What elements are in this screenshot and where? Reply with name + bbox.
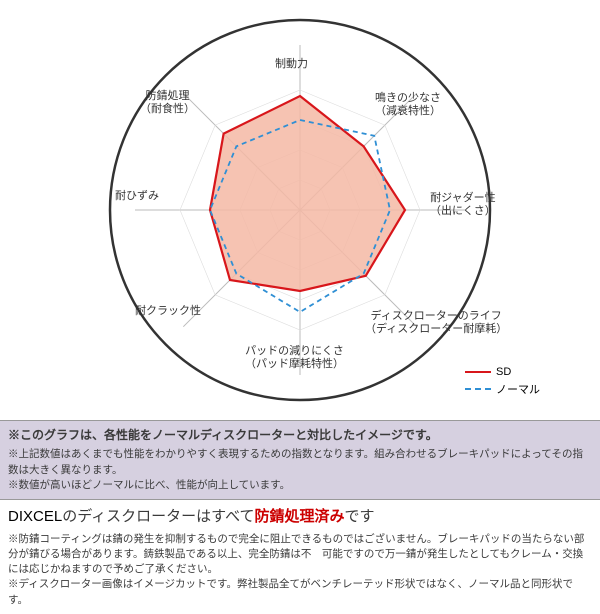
radar-chart-area: 制動力鳴きの少なさ（減衰特性） 耐ジャダー性（出にくさ） ディスクローターのライフ（… — [0, 0, 600, 420]
axis-label: ディスクローターのライフ（ディスクローター耐摩耗） — [365, 310, 507, 336]
note2-line-1: ※防錆コーティングは錆の発生を抑制するもので完全に阻止できるものではございません… — [8, 532, 592, 578]
note2-line-2: ※ディスクローター画像はイメージカットです。弊社製品全てがベンチレーテッド形状で… — [8, 577, 592, 607]
axis-label: 鳴きの少なさ（減衰特性） — [375, 92, 441, 118]
note2-headline: DIXCELのディスクローターはすべて防錆処理済みです — [8, 506, 592, 528]
note1-line-1: ※上記数値はあくまでも性能をわかりやすく表現するための指数となります。組み合わせ… — [8, 447, 592, 477]
axis-label: 耐クラック性 — [135, 305, 201, 318]
legend-swatch — [465, 371, 491, 373]
highlight-text: 防錆処理済み — [255, 508, 345, 525]
legend: SD ノーマル — [465, 366, 540, 400]
axis-label: 耐ひずみ — [115, 190, 159, 203]
legend-label: ノーマル — [496, 381, 540, 397]
legend-item: ノーマル — [465, 381, 540, 397]
axis-label: 制動力 — [275, 58, 308, 71]
note1-line-2: ※数値が高いほどノーマルに比べ、性能が向上しています。 — [8, 478, 592, 493]
note-block-rust: DIXCELのディスクローターはすべて防錆処理済みです ※防錆コーティングは錆の… — [0, 500, 600, 614]
legend-label: SD — [496, 366, 511, 378]
note-block-comparison: ※このグラフは、各性能をノーマルディスクローターと対比したイメージです。 ※上記… — [0, 420, 600, 500]
axis-label: パッドの減りにくさ（パッド摩耗特性） — [245, 345, 344, 371]
axis-label: 耐ジャダー性（出にくさ） — [430, 192, 496, 218]
brand-name: DIXCEL — [8, 508, 62, 525]
legend-swatch — [465, 388, 491, 390]
axis-label: 防錆処理（耐食性） — [140, 90, 195, 116]
legend-item: SD — [465, 366, 540, 378]
note1-headline: ※このグラフは、各性能をノーマルディスクローターと対比したイメージです。 — [8, 427, 592, 444]
